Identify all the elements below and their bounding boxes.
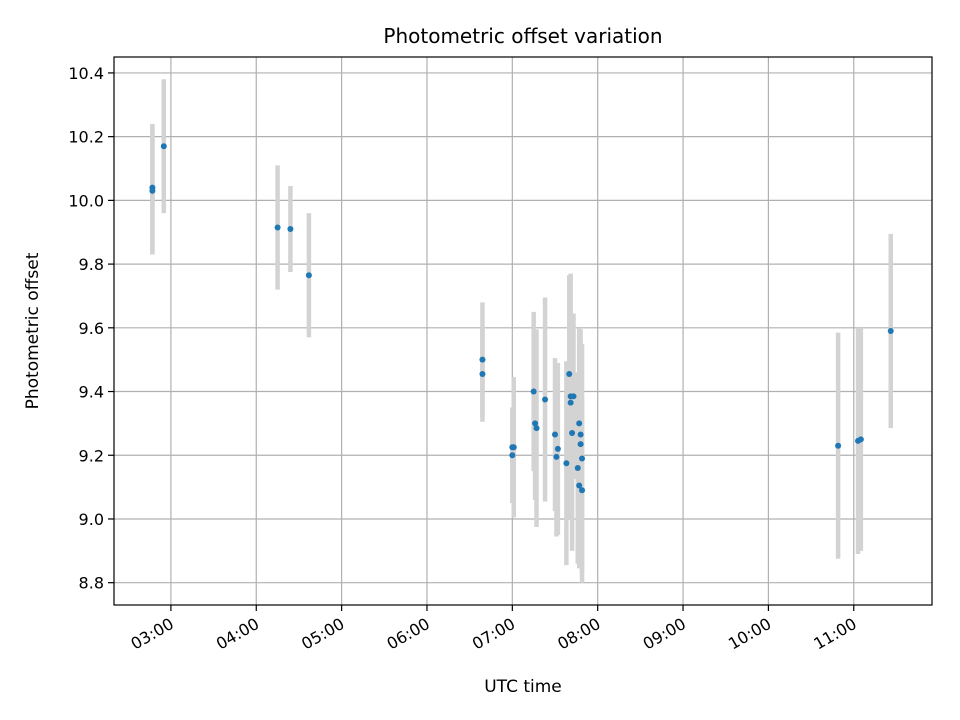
data-point [577, 431, 584, 438]
y-tick-label: 9.4 [79, 383, 104, 402]
data-point [576, 420, 583, 427]
data-point [563, 460, 570, 467]
data-point [857, 436, 864, 443]
data-point [149, 187, 156, 194]
x-axis-label: UTC time [484, 677, 562, 697]
data-point [554, 445, 561, 452]
data-point [160, 143, 167, 150]
data-point [287, 226, 294, 233]
chart-title: Photometric offset variation [383, 24, 662, 48]
data-point [305, 272, 312, 279]
data-point [552, 431, 559, 438]
data-point [510, 444, 517, 451]
y-tick-label: 9.8 [79, 255, 104, 274]
data-point [579, 455, 586, 462]
y-tick-label: 10.0 [68, 191, 104, 210]
data-point [479, 356, 486, 363]
data-point [835, 442, 842, 449]
grid-lines [114, 57, 932, 605]
data-point [567, 399, 574, 406]
data-point [553, 453, 560, 460]
data-point [479, 371, 486, 378]
data-point [570, 393, 577, 400]
data-point [542, 396, 549, 403]
y-tick-label: 8.8 [79, 574, 104, 593]
y-tick-label: 10.2 [68, 128, 104, 147]
data-point [574, 465, 581, 471]
data-point [887, 328, 894, 334]
data-point [533, 425, 540, 432]
data-point [566, 371, 573, 378]
data-point [576, 482, 583, 489]
data-point [532, 420, 539, 427]
y-tick-label: 9.0 [79, 510, 104, 529]
data-point [579, 487, 586, 494]
y-tick-label: 9.2 [79, 446, 104, 465]
data-point [569, 429, 576, 436]
y-tick-label: 9.6 [79, 319, 104, 338]
data-point [577, 441, 584, 448]
y-axis-label: Photometric offset [23, 252, 43, 409]
plot-frame [113, 56, 933, 606]
data-point [530, 388, 537, 395]
data-point [509, 452, 516, 459]
data-points [149, 143, 894, 494]
data-point [274, 224, 281, 231]
y-tick-label: 10.4 [68, 64, 104, 83]
